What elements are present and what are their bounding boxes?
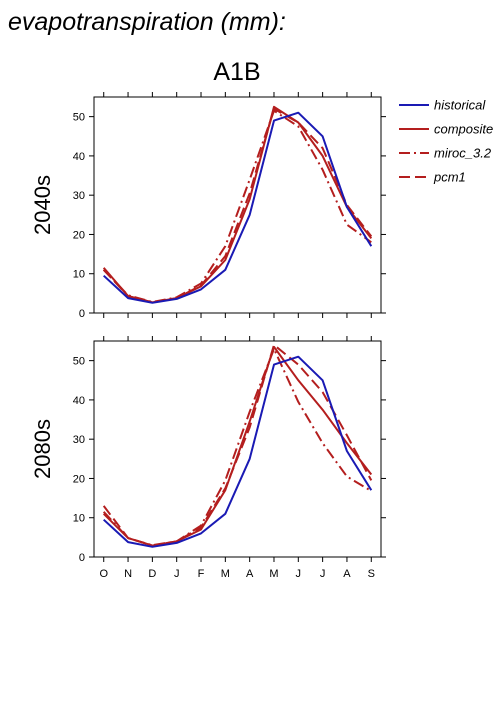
x-tick-label: A (246, 568, 254, 580)
plot-frame (93, 340, 382, 558)
y-tick-label: 20 (73, 473, 85, 485)
panel-2040s: 0 10 20 30 40 50 2040s (30, 92, 386, 320)
y-tick-label: 50 (73, 356, 85, 368)
legend-item-composite: composite (399, 122, 493, 137)
legend-label: miroc_3.2 (434, 146, 492, 161)
y-tick-label: 40 (73, 151, 85, 163)
panel-2080s: 0 10 20 30 40 50 O N D J F M A M J J A S 2080s (30, 336, 386, 580)
x-tick-label: O (99, 568, 108, 580)
scenario-subtitle: A1B (213, 58, 260, 86)
y-tick-label: 10 (73, 513, 85, 525)
y-tick-label: 30 (73, 190, 85, 202)
series-line-miroc_3.2 (102, 347, 372, 547)
y-tick-label: 0 (79, 552, 85, 564)
figure-title: evapotranspiration (mm): (8, 8, 286, 36)
legend-label: historical (434, 98, 486, 113)
x-tick-label: S (368, 568, 375, 580)
series-line-composite (102, 345, 373, 547)
y-tick-label: 40 (73, 395, 85, 407)
row-label-2080s: 2080s (30, 419, 55, 479)
x-tick-label: D (148, 568, 156, 580)
legend: historical composite miroc_3.2 pcm1 (399, 98, 493, 185)
legend-item-historical: historical (399, 98, 486, 113)
series-line-pcm1 (102, 343, 373, 547)
y-tick-label: 50 (73, 112, 85, 124)
x-tick-label: F (198, 568, 205, 580)
y-tick-label: 0 (79, 308, 85, 320)
x-tick-label: J (296, 568, 302, 580)
y-tick-label: 30 (73, 434, 85, 446)
legend-item-pcm1: pcm1 (399, 170, 466, 185)
series-line-miroc_3.2 (102, 109, 372, 303)
row-label-2040s: 2040s (30, 175, 55, 235)
legend-label: pcm1 (433, 170, 466, 185)
x-tick-label: J (174, 568, 180, 580)
legend-label: composite (434, 122, 493, 137)
plot-frame (93, 96, 382, 314)
legend-item-miroc_3.2: miroc_3.2 (399, 146, 492, 161)
x-tick-label: A (343, 568, 351, 580)
series-line-composite (102, 105, 373, 304)
series-line-pcm1 (102, 107, 373, 304)
series-line-historical (103, 355, 373, 548)
x-tick-label: J (320, 568, 326, 580)
chart-panels: 0 10 20 30 40 50 2040s 0 10 20 30 40 50 O N D J F M A M J J A S 2… (30, 92, 386, 580)
x-tick-label: M (221, 568, 230, 580)
y-tick-label: 20 (73, 229, 85, 241)
series-line-historical (103, 111, 373, 304)
y-tick-label: 10 (73, 269, 85, 281)
x-tick-label: M (269, 568, 278, 580)
x-tick-label: N (124, 568, 132, 580)
